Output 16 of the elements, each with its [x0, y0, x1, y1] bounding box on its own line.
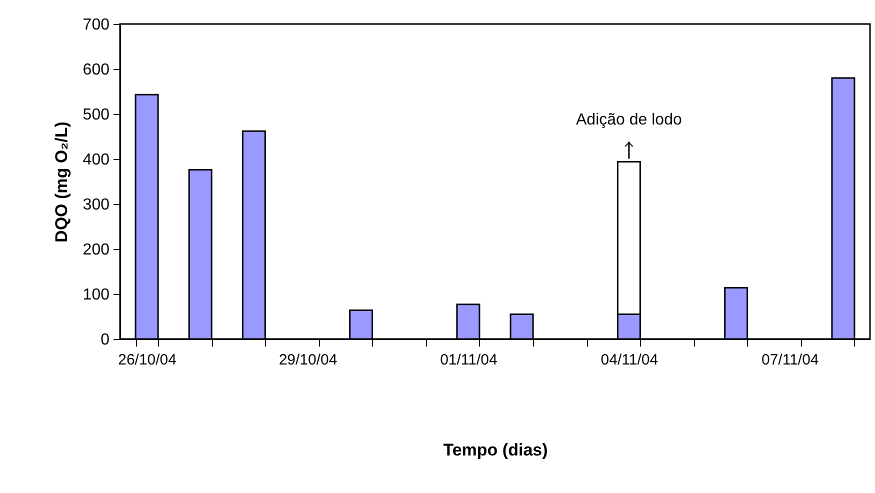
x-tick-label: 29/10/04	[278, 352, 338, 368]
annotation: Adição de lodo	[576, 112, 682, 129]
x-tick-label: 01/11/04	[440, 352, 498, 368]
y-tick-label: 600	[82, 62, 110, 78]
y-tick-label: 700	[82, 16, 110, 34]
x-axis-title: Tempo (dias)	[443, 440, 548, 460]
y-tick-label: 300	[82, 196, 110, 214]
x-tick-label: 04/11/04	[600, 352, 658, 368]
y-tick-label: 200	[82, 242, 110, 258]
y-tick-label: 400	[82, 152, 110, 168]
y-axis-title: DQO (mg O₂/L)	[52, 122, 71, 242]
x-tick-label: 26/10/04	[118, 352, 176, 368]
y-tick-label: 500	[82, 106, 110, 124]
y-tick-label: 100	[82, 286, 110, 304]
y-tick-label: 0	[100, 332, 110, 348]
x-tick-label: 07/11/04	[762, 352, 819, 368]
